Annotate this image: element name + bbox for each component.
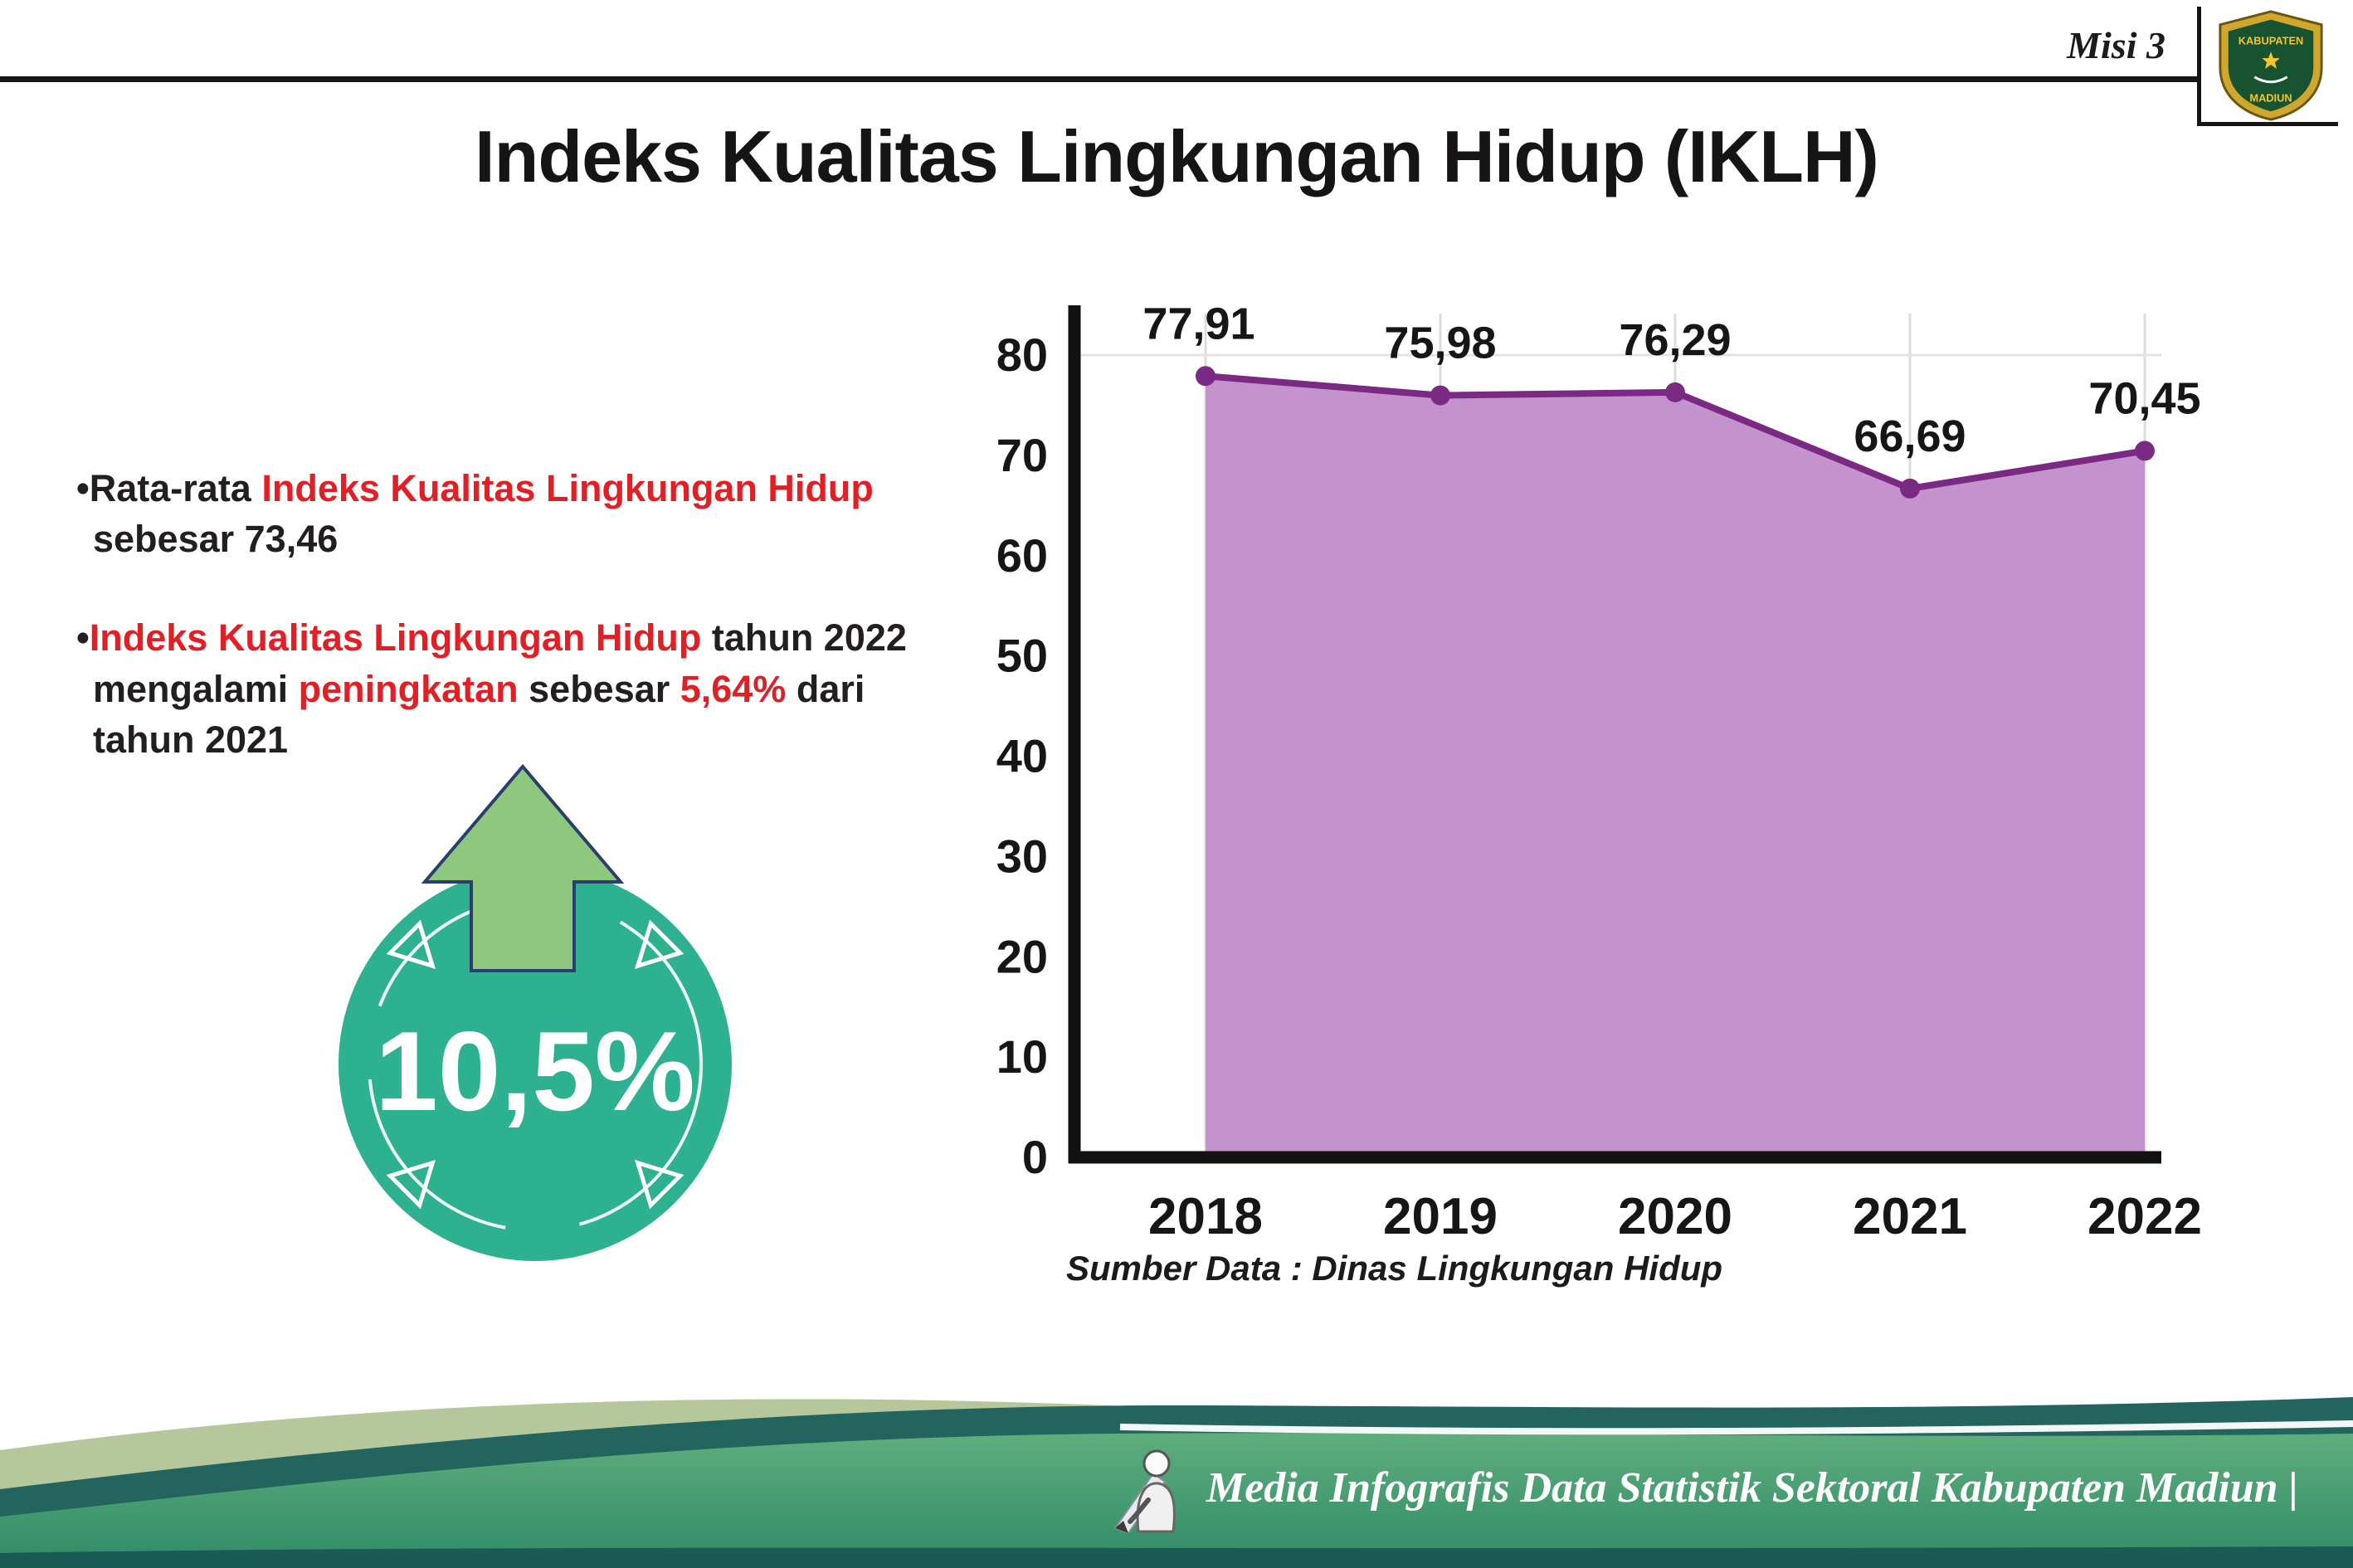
footer-credit: Media Infografis Data Statistik Sektoral…: [1105, 1442, 2298, 1533]
area-fill: [1206, 376, 2145, 1157]
data-point-label: 77,91: [1142, 299, 1254, 348]
x-tick-label: 2021: [1853, 1188, 1967, 1245]
y-tick-label: 50: [996, 630, 1048, 682]
kabupaten-madiun-logo: KABUPATEN MADIUN: [2219, 10, 2323, 121]
bullet1-post: sebesar 73,46: [93, 518, 339, 561]
mascot-writer-icon: [1113, 1449, 1176, 1533]
data-point-label: 70,45: [2088, 373, 2200, 423]
bullet2-mid-1: tahun 2022 mengalami: [93, 616, 907, 710]
data-point-label: 66,69: [1854, 411, 1966, 461]
logo-top-text: KABUPATEN: [2239, 34, 2303, 46]
logo-shield-inner: [2228, 19, 2314, 112]
increase-badge: 10,5%: [339, 763, 732, 1261]
bullet1-highlight: Indeks Kualitas Lingkungan Hidup: [261, 467, 874, 509]
data-point: [1665, 382, 1685, 402]
bullet2-highlight-1: Indeks Kualitas Lingkungan Hidup: [89, 616, 702, 660]
logo-bottom-text: MADIUN: [2249, 91, 2292, 104]
y-tick-label: 30: [996, 830, 1048, 882]
data-point: [1430, 385, 1450, 406]
up-arrow-icon: [421, 763, 625, 972]
data-point-label: 76,29: [1619, 315, 1731, 365]
data-point: [1900, 478, 1920, 499]
logo-bracket-vertical: [2197, 7, 2201, 126]
bullet2-highlight-3: 5,64%: [680, 667, 787, 710]
logo-wreath: [2253, 75, 2288, 84]
bullet-average-iklh: •Rata-rata Indeks Kualitas Lingkungan Hi…: [76, 463, 964, 564]
bullet2-mark: •: [76, 616, 90, 660]
wave-bottom-strip: [0, 1546, 2353, 1568]
x-tick-label: 2020: [1618, 1188, 1732, 1245]
badge-circle: [339, 868, 732, 1261]
badge-value: 10,5%: [375, 1008, 695, 1134]
bullet2-post: dari tahun 2021: [93, 667, 865, 761]
wave-white-line: [1119, 1420, 2353, 1435]
footer-waves: [0, 1397, 2353, 1568]
logo-star-icon: [2262, 51, 2280, 69]
bullet-iklh-increase: •Indeks Kualitas Lingkungan Hidup tahun …: [76, 612, 964, 765]
key-findings: •Rata-rata Indeks Kualitas Lingkungan Hi…: [76, 463, 964, 813]
y-tick-label: 80: [996, 329, 1048, 381]
y-tick-label: 40: [996, 730, 1048, 782]
bullet2-mid-2: sebesar: [518, 667, 680, 710]
top-rule: [0, 76, 2197, 82]
logo-bracket-horizontal: [2197, 122, 2338, 126]
data-point: [2135, 441, 2155, 461]
x-tick-label: 2018: [1148, 1188, 1263, 1245]
iklh-area-chart: 0 10 20 30 40 50 60 70 80 2018 2019 2020 2021 2022 77,…: [996, 299, 2202, 1245]
y-tick-label: 70: [996, 429, 1048, 481]
badge-corner-triangles: [386, 919, 684, 1210]
x-tick-label: 2019: [1383, 1188, 1498, 1245]
y-tick-label: 10: [996, 1030, 1048, 1083]
data-source: Sumber Data : Dinas Lingkungan Hidup: [1066, 1249, 1723, 1288]
page-title: Indeks Kualitas Lingkungan Hidup (IKLH): [475, 115, 1879, 197]
y-tick-label: 20: [996, 930, 1048, 982]
x-tick-label: 2022: [2087, 1188, 2202, 1245]
bullet2-highlight-2: peningkatan: [298, 667, 519, 710]
credit-text: Media Infografis Data Statistik Sektoral…: [1206, 1463, 2298, 1512]
misi-label: Misi 3: [2067, 24, 2165, 66]
data-point: [1196, 366, 1215, 387]
y-tick-label: 60: [996, 529, 1048, 582]
wave-green: [0, 1433, 2353, 1568]
y-tick-label: 0: [1022, 1131, 1048, 1183]
bullet1-pre: •Rata-rata: [76, 467, 262, 509]
data-point-label: 75,98: [1384, 319, 1496, 368]
